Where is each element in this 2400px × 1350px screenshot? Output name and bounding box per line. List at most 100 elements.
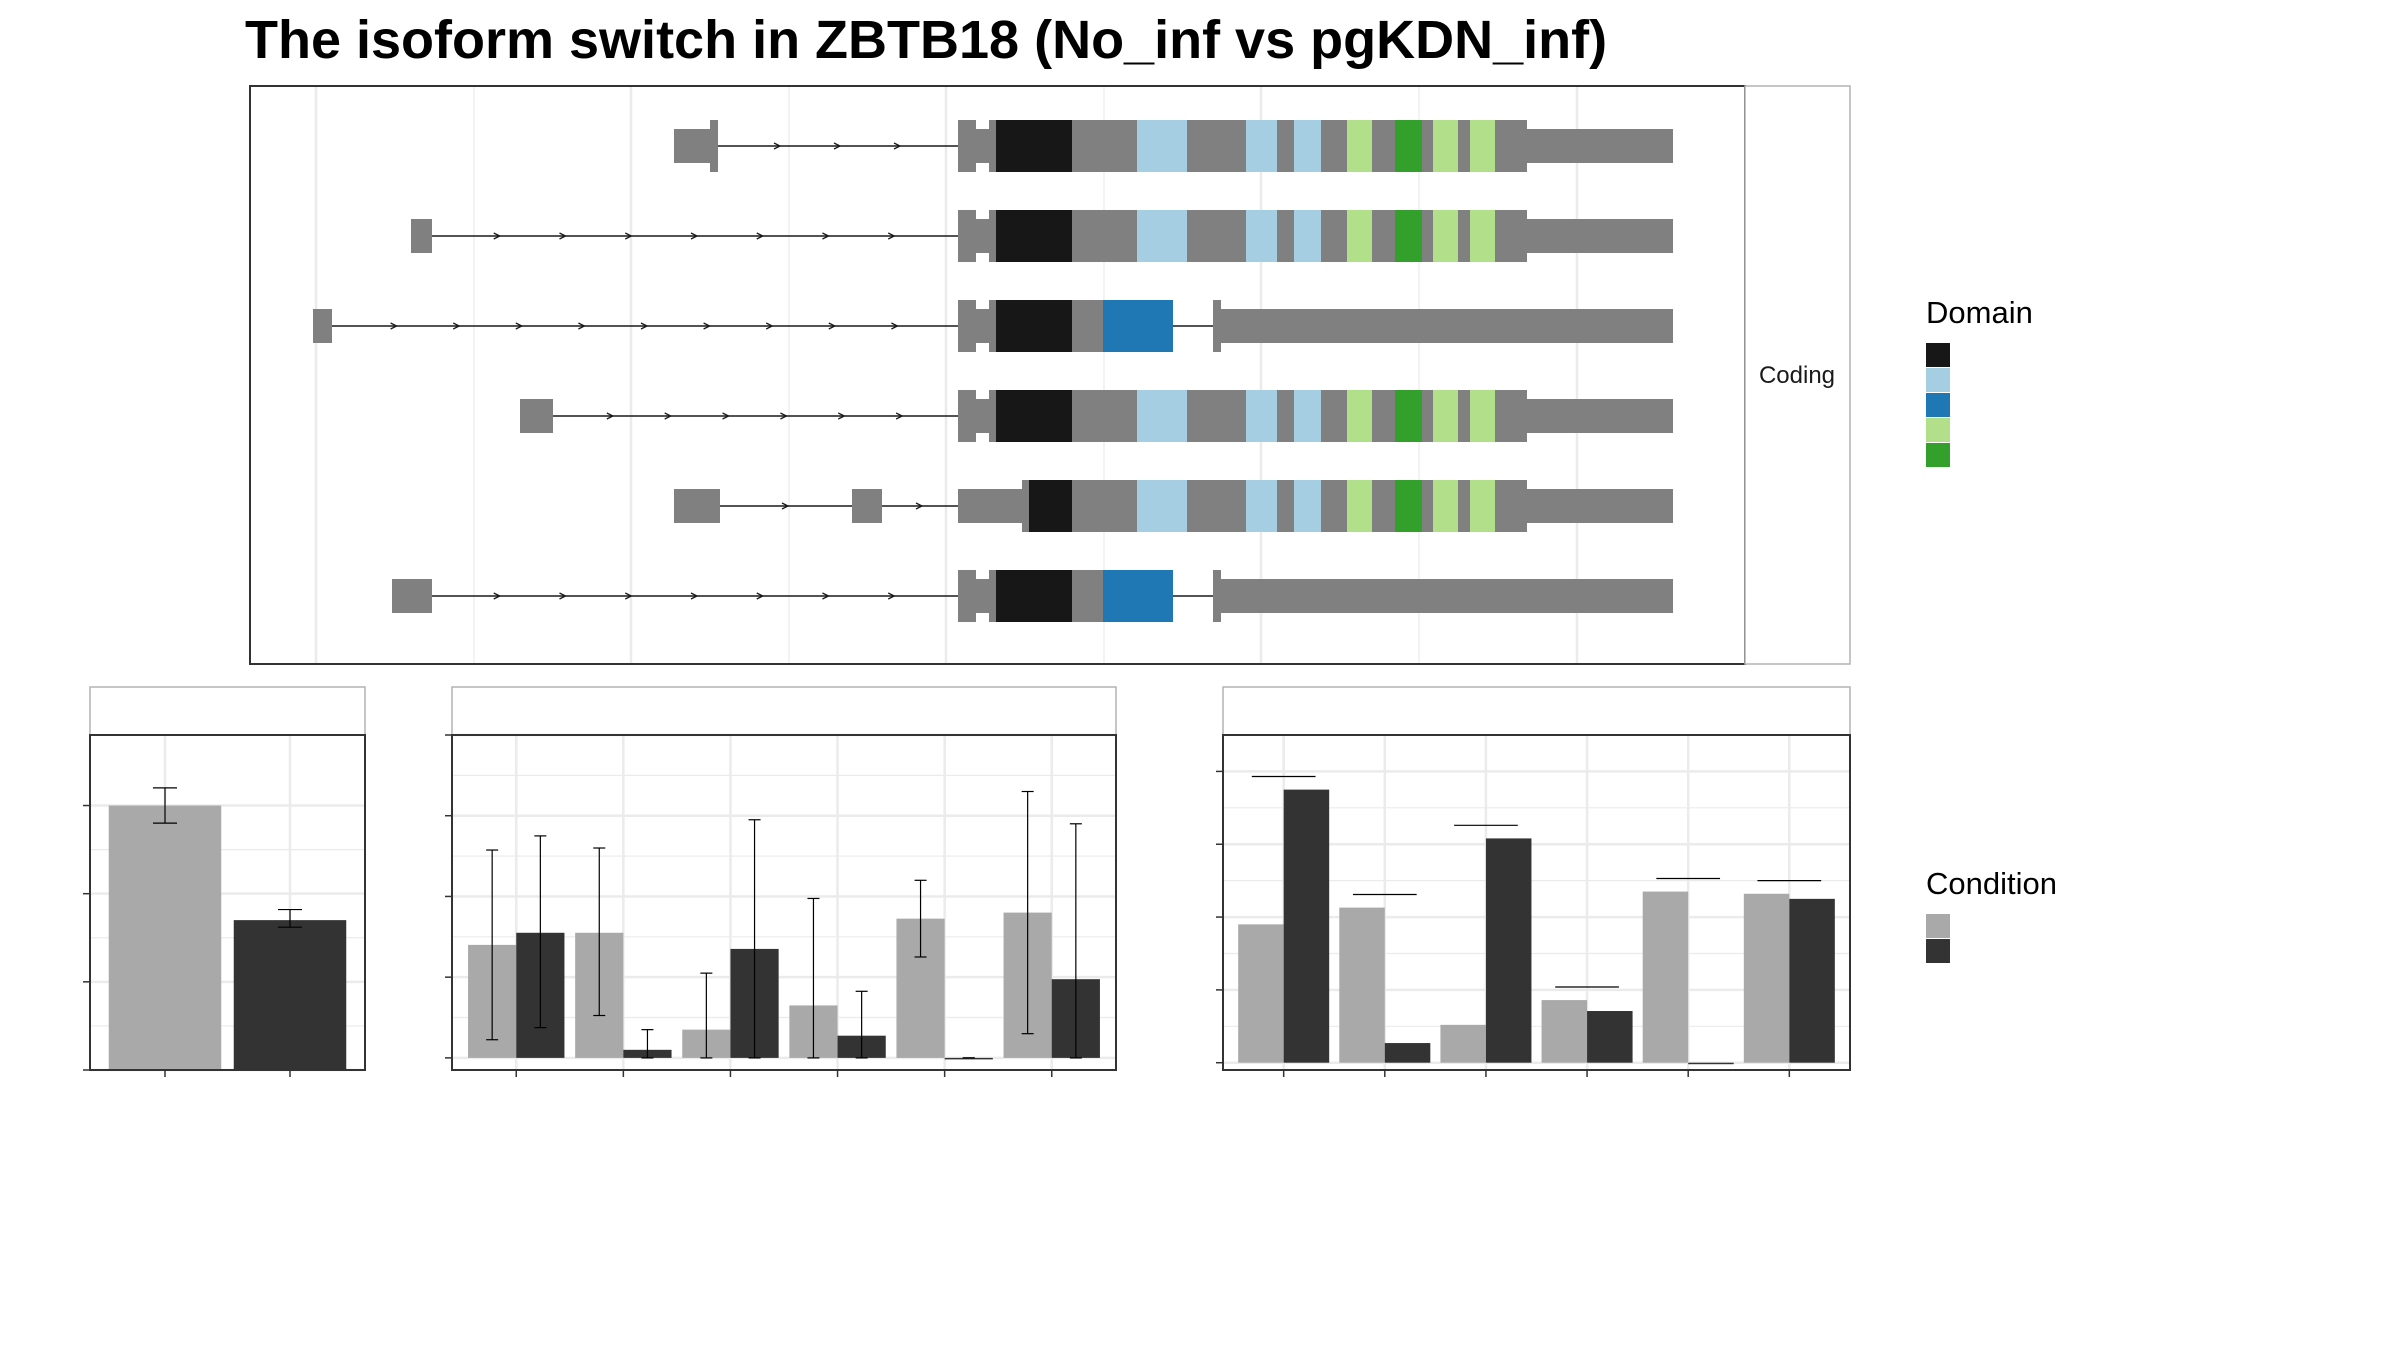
domain-block — [1433, 210, 1458, 262]
domain-block — [996, 390, 1072, 442]
condition-legend: Condition — [1926, 866, 2057, 963]
panel-strip — [1222, 686, 1851, 736]
intron-direction-arrow — [895, 412, 904, 420]
bar — [1339, 907, 1385, 1063]
bar — [1688, 1062, 1734, 1065]
intron-direction-arrow — [578, 322, 586, 330]
domain-block — [1246, 390, 1277, 442]
condition-legend-swatch — [1926, 939, 1950, 963]
exon-coding-block — [958, 300, 976, 352]
exon-utr-block — [852, 489, 882, 523]
intron-direction-arrow — [690, 592, 699, 600]
panel-border — [1222, 734, 1851, 1071]
domain-block — [1246, 120, 1277, 172]
intron-direction-arrow — [624, 592, 633, 600]
intron-direction-arrow — [765, 322, 774, 330]
exon-utr-block — [710, 120, 718, 172]
domain-block — [1433, 390, 1458, 442]
intron-direction-arrow — [781, 502, 790, 510]
domain-block — [996, 570, 1072, 622]
intron-direction-arrow — [515, 322, 524, 330]
domain-legend-swatch — [1926, 343, 1950, 367]
domain-block — [1470, 480, 1495, 532]
intron-direction-arrow — [837, 412, 846, 420]
panel-strip — [89, 686, 366, 736]
domain-block — [996, 210, 1072, 262]
intron-direction-arrow — [606, 412, 615, 420]
domain-legend: Domain — [1926, 295, 2033, 467]
bar — [1440, 1024, 1486, 1063]
domain-block — [996, 120, 1072, 172]
intron-direction-arrow — [822, 232, 830, 240]
domain-block — [1103, 300, 1173, 352]
exon-utr-block — [958, 489, 1022, 523]
intron-direction-arrow — [887, 592, 896, 600]
condition-legend-items — [1926, 914, 1950, 963]
exon-coding-block — [958, 570, 976, 622]
intron-direction-arrow — [452, 322, 461, 330]
panel-strip — [451, 686, 1117, 736]
intron-direction-arrow — [703, 322, 712, 330]
domain-block — [1137, 390, 1187, 442]
domain-block — [1137, 480, 1187, 532]
exon-coding-block — [1213, 300, 1221, 352]
intron-direction-arrow — [828, 322, 837, 330]
coding-strip — [1744, 85, 1851, 665]
domain-legend-swatch — [1926, 443, 1950, 467]
domain-block — [1470, 210, 1495, 262]
intron-direction-arrow — [722, 412, 731, 420]
domain-legend-items — [1926, 343, 1950, 467]
transcript-structure-panel: Coding — [249, 85, 1851, 665]
domain-block — [1294, 480, 1321, 532]
bar — [1384, 1043, 1431, 1063]
domain-block — [1294, 120, 1321, 172]
intron-direction-arrow — [390, 322, 399, 330]
exon-coding-block — [958, 120, 976, 172]
exon-utr-block — [1527, 129, 1673, 163]
bar — [1485, 838, 1532, 1063]
domain-legend-swatch — [1926, 418, 1950, 442]
domain-block — [1137, 120, 1187, 172]
intron-direction-arrow — [756, 232, 765, 240]
intron-direction-arrow — [664, 412, 673, 420]
domain-block — [1433, 480, 1458, 532]
domain-legend-swatch — [1926, 393, 1950, 417]
intron-direction-arrow — [493, 592, 502, 600]
domain-block — [1294, 210, 1321, 262]
exon-coding-block — [958, 210, 976, 262]
exon-coding-block — [1213, 570, 1221, 622]
figure-title: The isoform switch in ZBTB18 (No_inf vs … — [245, 10, 1607, 70]
domain-block — [1347, 210, 1372, 262]
domain-block — [1246, 210, 1277, 262]
intron-direction-arrow — [493, 232, 502, 240]
domain-block — [1029, 480, 1072, 532]
domain-block — [996, 300, 1072, 352]
domain-block — [1395, 390, 1422, 442]
domain-block — [1347, 480, 1372, 532]
bar — [233, 920, 347, 1070]
bar — [1541, 1000, 1588, 1063]
domain-block — [1395, 480, 1422, 532]
exon-coding-block — [958, 390, 976, 442]
intron-direction-arrow — [756, 592, 765, 600]
structure-grid — [314, 86, 1579, 664]
exon-utr-block — [1527, 489, 1673, 523]
intron-direction-arrow — [915, 502, 924, 510]
bar — [944, 1057, 993, 1060]
domain-block — [1294, 390, 1321, 442]
domain-block — [1470, 390, 1495, 442]
domain-legend-title: Domain — [1926, 295, 2033, 330]
exon-utr-block — [1527, 219, 1673, 253]
intron-direction-arrow — [624, 232, 633, 240]
intron-direction-arrow — [891, 322, 899, 330]
exon-utr-block — [1221, 309, 1673, 343]
bar — [1642, 891, 1689, 1063]
condition-legend-swatch — [1926, 914, 1950, 938]
intron-direction-arrow — [690, 232, 699, 240]
coding-strip-label: Coding — [1759, 362, 1835, 389]
bar — [108, 805, 222, 1070]
exon-utr-block — [1527, 399, 1673, 433]
structure-tracks — [313, 120, 1673, 622]
bar — [1789, 898, 1835, 1063]
